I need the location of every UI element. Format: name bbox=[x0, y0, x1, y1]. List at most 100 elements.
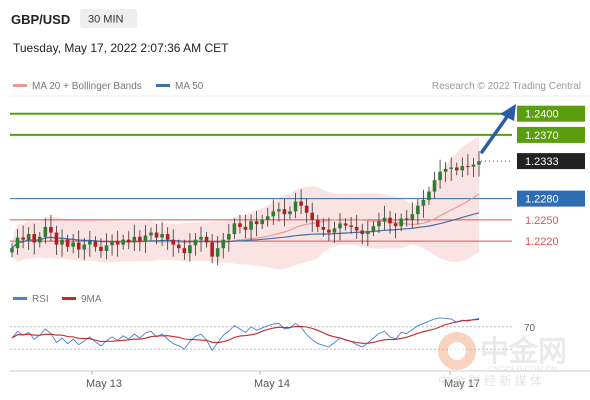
candle-body bbox=[338, 223, 342, 229]
candle bbox=[232, 218, 237, 239]
candle-body bbox=[149, 232, 153, 236]
candle-body bbox=[366, 231, 370, 234]
candle-body bbox=[32, 234, 37, 243]
candle bbox=[404, 209, 409, 227]
candle bbox=[443, 162, 448, 182]
candle-body bbox=[460, 166, 465, 171]
candle-body bbox=[176, 244, 181, 249]
candle bbox=[315, 214, 320, 232]
candle-body bbox=[88, 241, 92, 245]
candle-body bbox=[49, 226, 53, 233]
candle bbox=[288, 206, 292, 220]
candle bbox=[71, 234, 75, 254]
candle-body bbox=[310, 212, 315, 220]
candle bbox=[60, 229, 64, 257]
x-tick-label: May 14 bbox=[254, 378, 290, 390]
candle bbox=[282, 198, 287, 227]
candle-body bbox=[232, 223, 237, 234]
candle bbox=[321, 218, 326, 237]
level-label-1.2333: 1.2333 bbox=[525, 156, 559, 168]
candle bbox=[110, 234, 114, 256]
candle-body bbox=[410, 214, 415, 220]
rsi-line bbox=[11, 317, 480, 352]
candle-body bbox=[215, 248, 220, 257]
candle-body bbox=[182, 248, 187, 254]
candle-body bbox=[171, 239, 176, 245]
level-label-1.2250: 1.2250 bbox=[525, 215, 559, 227]
candle bbox=[65, 234, 70, 252]
research-credit: Research © 2022 Trading Central bbox=[432, 81, 581, 92]
x-axis: May 13 May 14 May 17 bbox=[86, 371, 480, 390]
candle bbox=[54, 225, 59, 255]
candle bbox=[249, 214, 253, 241]
candle bbox=[21, 225, 25, 249]
candle-body bbox=[471, 164, 476, 167]
candle-body bbox=[260, 219, 264, 225]
timeframe-label: 30 MIN bbox=[88, 14, 124, 26]
forecast-arrow-icon bbox=[480, 104, 516, 154]
candle-body bbox=[449, 167, 454, 169]
candle-body bbox=[477, 161, 481, 165]
ma50-legend-swatch bbox=[156, 84, 170, 87]
candle bbox=[138, 230, 142, 252]
candle-body bbox=[193, 239, 198, 246]
candle bbox=[454, 162, 459, 176]
candle-body bbox=[93, 241, 98, 247]
candles-layer bbox=[10, 150, 481, 266]
candle-body bbox=[416, 205, 420, 215]
candle-body bbox=[271, 211, 276, 217]
candle-body bbox=[388, 217, 392, 224]
level-label-1.2280: 1.2280 bbox=[525, 194, 559, 206]
candle-body bbox=[399, 218, 403, 227]
candle bbox=[421, 189, 426, 218]
ma20-legend-swatch bbox=[13, 84, 27, 87]
timeframe-badge[interactable] bbox=[80, 9, 137, 28]
candle bbox=[199, 226, 203, 252]
candle-body bbox=[71, 242, 75, 247]
candle-body bbox=[54, 232, 59, 245]
candle-body bbox=[371, 226, 376, 232]
candle bbox=[176, 239, 181, 254]
candle-body bbox=[404, 218, 409, 220]
x-tick-label: May 17 bbox=[444, 378, 480, 390]
candle bbox=[171, 229, 176, 257]
candle-body bbox=[60, 239, 64, 245]
candle bbox=[260, 214, 264, 230]
level-badge-1.2400 bbox=[517, 105, 585, 122]
candle-body bbox=[249, 221, 253, 230]
candle-body bbox=[138, 236, 142, 242]
candle bbox=[449, 157, 454, 181]
candle bbox=[10, 243, 14, 258]
candle-body bbox=[76, 242, 81, 250]
candle bbox=[132, 224, 137, 251]
candle-body bbox=[15, 237, 20, 249]
candle-body bbox=[65, 239, 70, 247]
level-label-1.2220: 1.2220 bbox=[525, 236, 559, 248]
candle-body bbox=[315, 219, 320, 227]
level-labels-layer: 1.2400 1.2370 1.2333 1.2280 1.2250 1.2220 bbox=[517, 105, 585, 248]
candle-body bbox=[165, 234, 170, 240]
candle-body bbox=[393, 223, 398, 227]
candle bbox=[88, 230, 92, 257]
candle bbox=[182, 239, 187, 260]
candle-body bbox=[132, 236, 137, 243]
candle bbox=[215, 236, 220, 266]
candle-body bbox=[37, 236, 42, 243]
level-badge-1.2370 bbox=[517, 126, 585, 143]
candle-body bbox=[104, 245, 109, 251]
candle bbox=[37, 231, 42, 248]
candle bbox=[243, 214, 248, 239]
candle bbox=[371, 221, 376, 237]
candle bbox=[438, 159, 442, 189]
candle bbox=[149, 227, 153, 241]
candle-body bbox=[438, 171, 442, 181]
rsi-legend-swatch bbox=[13, 297, 27, 300]
candle bbox=[427, 186, 431, 205]
candle bbox=[271, 199, 276, 225]
candle bbox=[460, 157, 465, 178]
candle bbox=[354, 214, 359, 239]
symbol-label: GBP/USD bbox=[11, 12, 70, 27]
candle bbox=[477, 150, 481, 177]
candle-body bbox=[110, 241, 114, 246]
